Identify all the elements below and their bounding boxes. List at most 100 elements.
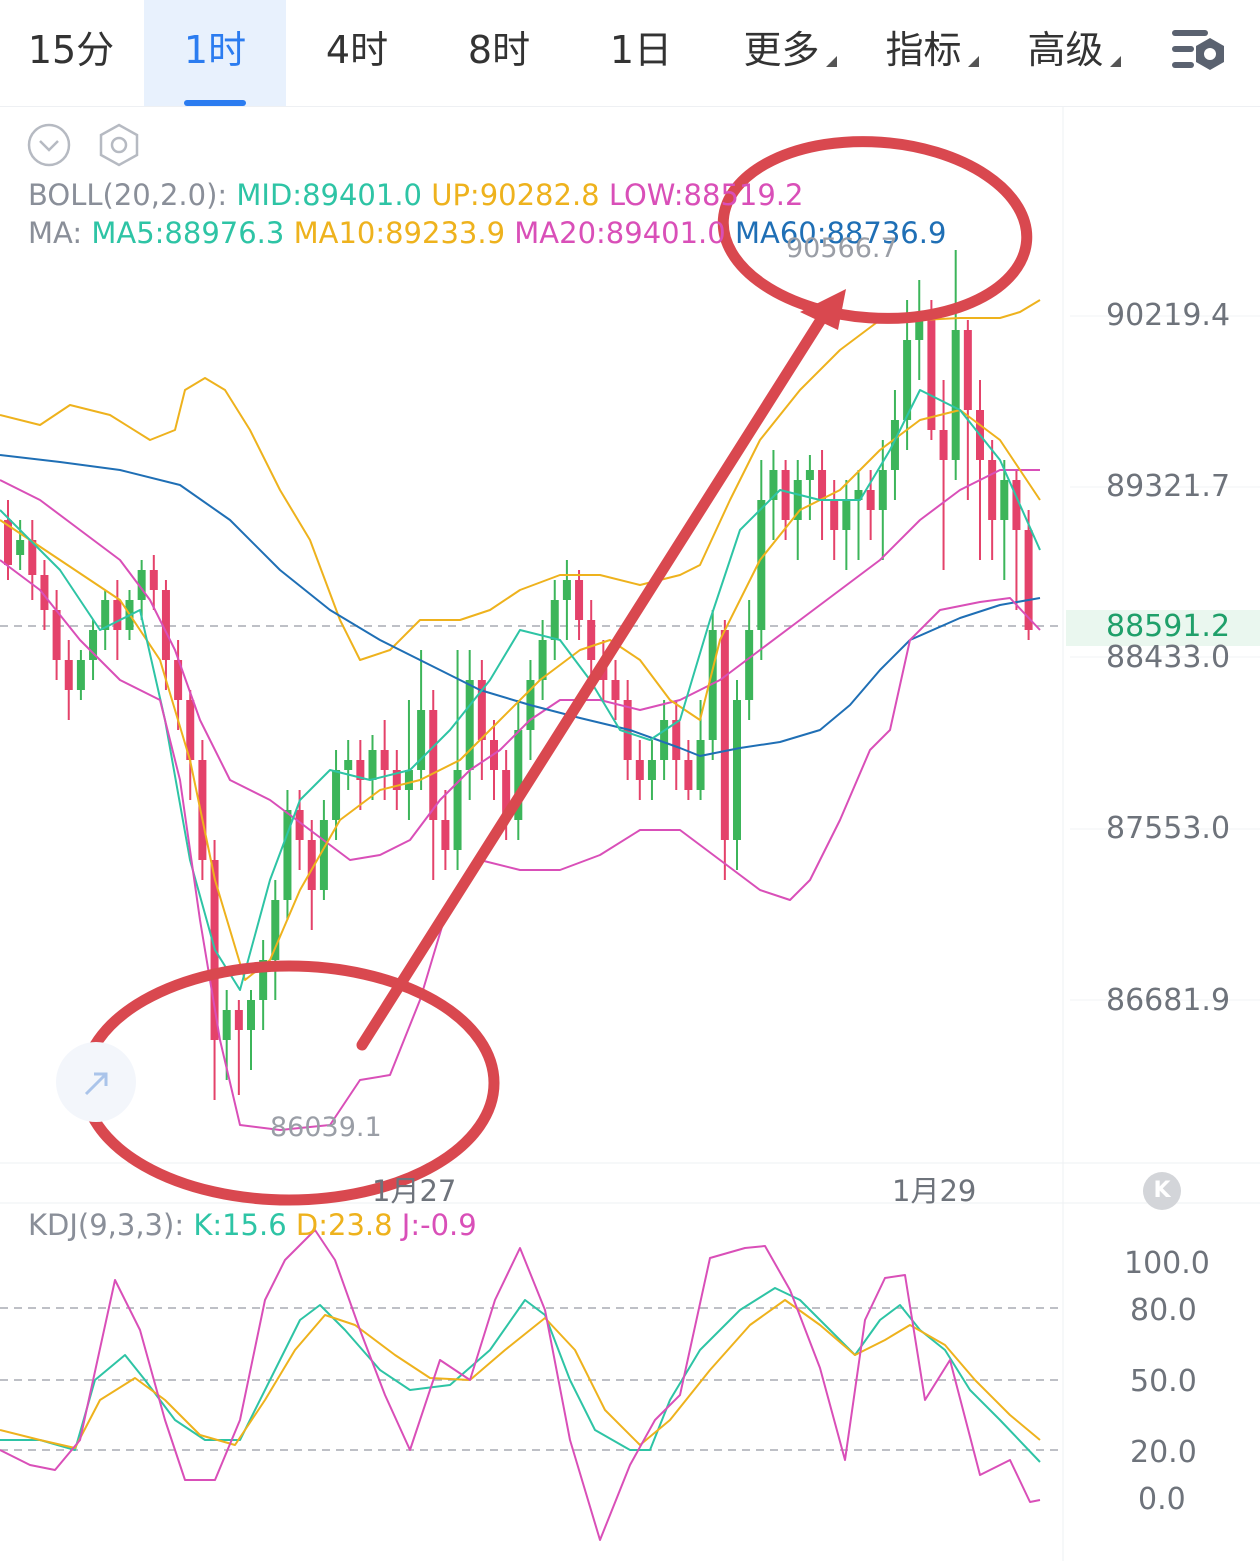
- price-axis-tick: 88433.0: [1106, 640, 1231, 675]
- candle-body: [696, 740, 705, 790]
- ma-legend-prefix: MA:: [28, 216, 83, 250]
- ma20-value: MA20:89401.0: [514, 216, 726, 250]
- indicator-settings-icon[interactable]: [96, 122, 142, 168]
- candle-body: [1024, 530, 1033, 630]
- current-price-label: 88591.2: [1106, 609, 1231, 644]
- candle-body: [733, 700, 741, 840]
- candle-body: [392, 770, 401, 790]
- boll-legend: BOLL(20,2.0): MID:89401.0 UP:90282.8 LOW…: [28, 178, 803, 212]
- price-axis-tick: 87553.0: [1106, 811, 1231, 846]
- kdj-j-value: J:-0.9: [401, 1208, 477, 1242]
- candle-body: [562, 580, 571, 600]
- ma60-line: [0, 454, 1041, 757]
- candle-body: [101, 600, 110, 630]
- expand-chart-button[interactable]: [56, 1042, 136, 1122]
- candle-body: [963, 330, 972, 410]
- tab-15m[interactable]: 15分: [0, 0, 142, 106]
- candle-body: [951, 330, 960, 460]
- candle-body: [502, 770, 511, 820]
- candle-body: [745, 630, 754, 700]
- candle-body: [40, 575, 49, 610]
- kline-chart[interactable]: [0, 107, 1260, 1561]
- high-price-label: 90566.7: [786, 233, 898, 264]
- tab-more[interactable]: 更多: [720, 0, 860, 106]
- candle-body: [174, 660, 183, 700]
- candle-body: [854, 490, 863, 500]
- kdj-legend-prefix: KDJ(9,3,3):: [28, 1208, 185, 1242]
- candle-body: [805, 470, 814, 480]
- kdj-k-line: [0, 1287, 1041, 1463]
- candle-body: [550, 600, 559, 640]
- candle-body: [842, 500, 851, 530]
- dropdown-caret-icon: [1109, 56, 1121, 67]
- tab-label: 更多: [743, 28, 820, 72]
- candle-body: [259, 960, 268, 1000]
- kdj-axis-tick: 50.0: [1130, 1364, 1197, 1399]
- boll-mid-line: [0, 469, 1040, 861]
- boll-upper-line: [0, 299, 1041, 661]
- kdj-j-line: [0, 1229, 1041, 1541]
- candle-body: [781, 470, 790, 520]
- boll-low-value: LOW:88519.2: [608, 178, 804, 212]
- candle-body: [878, 470, 887, 510]
- candle-body: [818, 470, 827, 500]
- tab-8h[interactable]: 8时: [428, 0, 570, 106]
- candle-body: [271, 900, 280, 960]
- candle-body: [417, 710, 426, 770]
- tab-1d[interactable]: 1日: [570, 0, 712, 106]
- tab-advanced[interactable]: 高级: [1004, 0, 1144, 106]
- candle-body: [453, 770, 462, 850]
- chart-settings-icon: [1172, 30, 1224, 70]
- candle-body: [295, 810, 304, 840]
- candle-body: [137, 570, 146, 600]
- price-axis-tick: 86681.9: [1106, 983, 1231, 1018]
- collapse-chevron-icon[interactable]: [26, 122, 72, 168]
- candle-body: [198, 760, 207, 860]
- candle-body: [247, 1000, 255, 1030]
- candle-body: [368, 750, 377, 780]
- kdj-d-line: [0, 1299, 1041, 1449]
- tab-label: 15分: [27, 28, 115, 72]
- candle-body: [16, 540, 25, 555]
- tab-label: 4时: [325, 28, 389, 72]
- ma60-value: MA60:88736.9: [734, 216, 947, 250]
- candle-body: [149, 570, 158, 590]
- tab-label: 高级: [1027, 28, 1104, 72]
- candle-body: [4, 520, 12, 565]
- tab-label: 1时: [183, 28, 247, 72]
- candle-body: [538, 640, 547, 680]
- candle-body: [161, 590, 170, 660]
- tab-label: 指标: [885, 28, 962, 72]
- candle-body: [988, 460, 997, 520]
- low-price-label: 86039.1: [270, 1112, 382, 1143]
- tab-4h[interactable]: 4时: [286, 0, 428, 106]
- tab-1h[interactable]: 1时: [144, 0, 286, 106]
- annotation-circle-high: [717, 136, 1033, 324]
- chart-settings-button[interactable]: [1168, 24, 1230, 80]
- tab-indicators[interactable]: 指标: [862, 0, 1002, 106]
- ma5-value: MA5:88976.3: [91, 216, 285, 250]
- candle-body: [915, 320, 924, 340]
- price-axis-tick: 90219.4: [1106, 298, 1231, 333]
- scroll-to-latest-button[interactable]: K: [1143, 1172, 1181, 1210]
- ma10-value: MA10:89233.9: [293, 216, 506, 250]
- ma10-line: [0, 409, 1041, 981]
- candle-body: [234, 1010, 243, 1030]
- candle-body: [903, 340, 912, 420]
- candle-body: [757, 500, 766, 630]
- candle-body: [441, 820, 450, 850]
- candle-body: [52, 610, 61, 660]
- timeframe-tabbar: 15分 1时 4时 8时 1日 更多 指标 高级: [0, 0, 1260, 107]
- annotation-arrow-head: [800, 289, 846, 330]
- annotation-arrow-shaft: [356, 312, 828, 1051]
- candle-body: [64, 660, 73, 690]
- candle-body: [76, 660, 85, 690]
- date-axis-label: 1月27: [372, 1174, 457, 1208]
- candle-body: [1012, 480, 1021, 530]
- candle-body: [611, 680, 620, 700]
- kdj-axis-tick: 20.0: [1130, 1435, 1197, 1470]
- candle-body: [672, 720, 681, 760]
- date-axis-label: 1月29: [892, 1174, 977, 1208]
- candle-body: [465, 680, 474, 770]
- candle-body: [720, 630, 729, 840]
